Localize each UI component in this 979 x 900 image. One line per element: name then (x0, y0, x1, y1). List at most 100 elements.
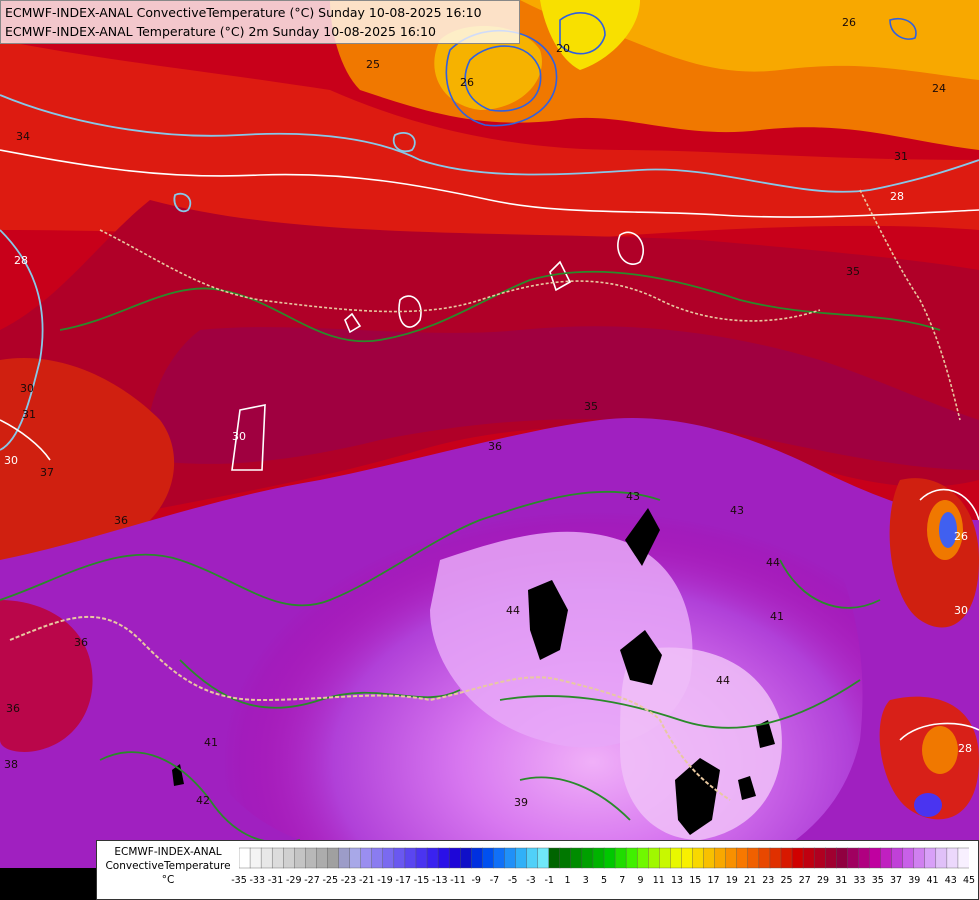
contour-label: 36 (114, 514, 128, 527)
legend-swatch (659, 847, 671, 869)
legend-tick-label: -23 (340, 875, 357, 886)
contour-label: 36 (488, 440, 502, 453)
contour-label: 28 (890, 190, 904, 203)
legend-swatch (371, 847, 384, 869)
legend-tick-label: -25 (322, 875, 339, 886)
legend-swatch (548, 847, 561, 869)
legend-color-bar (239, 847, 969, 869)
legend-swatch (813, 847, 826, 869)
legend-swatch (537, 847, 550, 869)
legend-swatch (437, 847, 450, 869)
contour-label: 43 (626, 490, 640, 503)
legend-tick-label: -27 (304, 875, 320, 886)
legend-tick-label: 21 (743, 875, 757, 886)
legend-tick-label: 43 (944, 875, 957, 886)
legend-unit: °C (161, 874, 175, 886)
legend-tick-label: 5 (600, 875, 608, 886)
map-title-box: ECMWF-INDEX-ANAL ConvectiveTemperature (… (0, 0, 520, 44)
legend-swatch (294, 847, 306, 869)
legend-tick-label: 35 (871, 875, 884, 886)
legend-swatch (681, 847, 694, 869)
legend-swatch (360, 847, 373, 869)
legend-model: ECMWF-INDEX-ANAL (114, 846, 222, 858)
legend-swatch (349, 847, 362, 869)
contour-label: 39 (514, 796, 528, 809)
legend-tick-label: -5 (508, 875, 518, 886)
legend-tick-label: -9 (471, 875, 481, 886)
legend-swatch (935, 847, 948, 869)
legend-swatch (847, 847, 859, 869)
contour-label: 36 (74, 636, 88, 649)
contour-label: 20 (556, 42, 570, 55)
contour-label: 26 (842, 16, 856, 29)
contour-label: 24 (932, 82, 946, 95)
legend-tick-label: -29 (285, 875, 302, 886)
contour-label: 28 (14, 254, 28, 267)
contour-label: 38 (4, 758, 18, 771)
title-2m-temperature: ECMWF-INDEX-ANAL Temperature (°C) 2m Sun… (5, 24, 436, 39)
legend-swatch (836, 847, 848, 869)
legend-tick-label: -11 (450, 875, 466, 886)
legend-swatch (239, 847, 251, 869)
legend-swatch (426, 847, 439, 869)
contour-label: 44 (766, 556, 780, 569)
contour-label: 44 (716, 674, 730, 687)
legend-tick-label: 39 (908, 875, 921, 886)
legend-swatch (780, 847, 793, 869)
contour-label: 36 (6, 702, 20, 715)
legend-swatch (714, 847, 727, 869)
legend-tick-label: -33 (249, 875, 266, 886)
contour-label: 30 (232, 430, 246, 443)
legend-swatch (769, 847, 782, 869)
legend-swatch (471, 847, 483, 869)
legend-swatch (504, 847, 517, 869)
bottom-left-blank (0, 868, 96, 900)
legend-swatch (338, 847, 351, 869)
legend-tick-label: -35 (231, 875, 247, 886)
legend-swatch (316, 847, 329, 869)
legend-title: ECMWF-INDEX-ANAL ConvectiveTemperature °… (101, 845, 235, 887)
legend-swatch (736, 847, 749, 869)
legend-tick-label: 3 (582, 875, 589, 886)
contour-label: 28 (958, 742, 972, 755)
contour-label: 42 (196, 794, 210, 807)
legend-tick-label: 37 (889, 875, 903, 886)
legend-variable: ConvectiveTemperature (105, 860, 231, 872)
legend-swatch (725, 847, 738, 869)
legend-tick-label: -1 (544, 875, 554, 886)
legend-swatch (559, 847, 572, 869)
legend-swatch (482, 847, 494, 869)
legend-swatch (283, 847, 295, 869)
legend-tick-label: 11 (652, 875, 665, 886)
contour-label: 30 (20, 382, 34, 395)
legend-swatch (957, 847, 969, 869)
legend-swatch (260, 847, 273, 869)
legend-swatch (592, 847, 605, 869)
legend-swatch (858, 847, 871, 869)
legend-swatch (393, 847, 406, 869)
legend-tick-label: -7 (489, 875, 500, 886)
legend-swatch (404, 847, 417, 869)
contour-label: 37 (40, 466, 54, 479)
legend-tick-label: -17 (395, 875, 412, 886)
contour-label: 44 (506, 604, 520, 617)
legend-swatch (924, 847, 937, 869)
legend-tick-label: 29 (816, 875, 830, 886)
legend-swatch (625, 847, 638, 869)
legend-tick-label: 41 (926, 875, 939, 886)
legend-tick-label: -21 (358, 875, 375, 886)
legend-tick-label: 7 (619, 875, 626, 886)
contour-label: 35 (846, 265, 860, 278)
contour-label: 30 (954, 604, 968, 617)
legend-swatch (648, 847, 660, 869)
legend-swatch (758, 847, 771, 869)
legend-swatch (493, 847, 506, 869)
contour-label: 26 (460, 76, 474, 89)
legend-swatch (703, 847, 716, 869)
legend-swatch (415, 847, 428, 869)
legend-swatch (670, 847, 683, 869)
legend-swatch (614, 847, 627, 869)
legend-swatch (891, 847, 904, 869)
legend-swatch (913, 847, 926, 869)
legend-swatch (249, 847, 262, 869)
